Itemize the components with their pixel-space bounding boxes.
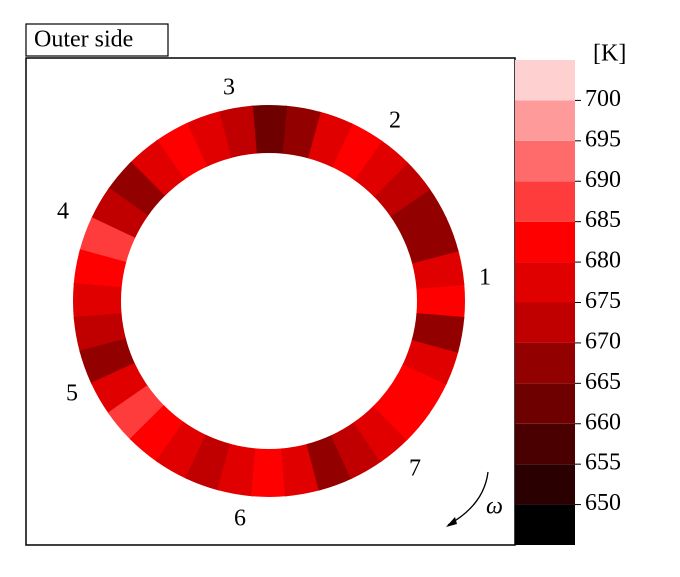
- ring-sector: [353, 139, 409, 197]
- ring-sector: [250, 448, 288, 498]
- colorbar-band: [515, 504, 575, 545]
- colorbar-tick-label: 660: [585, 409, 621, 435]
- colorbar-band: [515, 181, 575, 222]
- ring-sector: [389, 187, 448, 240]
- colorbar-tick-label: 680: [585, 248, 621, 274]
- ring-sector: [90, 187, 149, 240]
- colorbar-tick-label: 690: [585, 167, 621, 193]
- colorbar-tick-label: 665: [585, 369, 621, 395]
- rotation-arrowhead: [446, 517, 457, 527]
- ring-sector: [73, 249, 127, 289]
- ring-sector: [107, 161, 165, 217]
- ring-sector: [72, 282, 122, 320]
- ring-sector: [281, 105, 321, 159]
- colorbar-band: [515, 464, 575, 505]
- ring-sector: [330, 122, 383, 181]
- ring-sector: [389, 362, 448, 415]
- ring-sector: [353, 405, 409, 463]
- blade-label: 7: [409, 456, 421, 482]
- colorbar-tick-label: 700: [585, 86, 621, 112]
- ring-sector: [217, 443, 257, 497]
- ring-sector: [155, 421, 208, 480]
- rotation-label: ω: [486, 494, 503, 520]
- ring-sector: [330, 421, 383, 480]
- colorbar-tick-label: 695: [585, 126, 621, 152]
- colorbar-tick-label: 675: [585, 288, 621, 314]
- colorbar-tick-label: 655: [585, 450, 621, 476]
- colorbar-band: [515, 262, 575, 303]
- colorbar-band: [515, 383, 575, 424]
- colorbar-tick-label: 685: [585, 207, 621, 233]
- blade-label: 3: [223, 75, 235, 101]
- ring-sector: [90, 362, 149, 415]
- ring-sector: [416, 282, 465, 320]
- ring-sector: [402, 217, 459, 264]
- chart-title: Outer side: [34, 27, 133, 53]
- blade-label: 1: [479, 265, 491, 291]
- unit-label: [K]: [593, 41, 626, 67]
- ring-sector: [79, 338, 136, 385]
- colorbar-tick-label: 650: [585, 490, 621, 516]
- colorbar-band: [515, 100, 575, 141]
- ring-sector: [250, 105, 288, 154]
- ring-sector: [185, 111, 232, 168]
- colorbar-band: [515, 60, 575, 101]
- ring-sector: [107, 385, 165, 441]
- ring-sector: [306, 111, 353, 168]
- ring-sector: [402, 338, 459, 385]
- colorbar-band: [515, 140, 575, 182]
- ring-sector: [306, 434, 353, 491]
- blade-label: 6: [234, 506, 246, 532]
- colorbar-tick-label: 670: [585, 328, 621, 354]
- blade-label: 5: [66, 381, 78, 407]
- ring-sector: [129, 139, 185, 197]
- ring-sector: [129, 405, 185, 463]
- ring-sector: [185, 434, 232, 491]
- ring-sector: [79, 217, 136, 264]
- ring-sector: [373, 385, 431, 441]
- colorbar-band: [515, 221, 575, 263]
- ring-sector: [373, 161, 431, 217]
- ring-sector: [155, 122, 208, 181]
- blade-label: 4: [57, 199, 69, 225]
- blade-label: 2: [389, 108, 401, 134]
- ring-sector: [411, 313, 465, 353]
- colorbar-band: [515, 423, 575, 465]
- colorbar-band: [515, 342, 575, 384]
- colorbar-band: [515, 302, 575, 343]
- title-box: [25, 23, 169, 57]
